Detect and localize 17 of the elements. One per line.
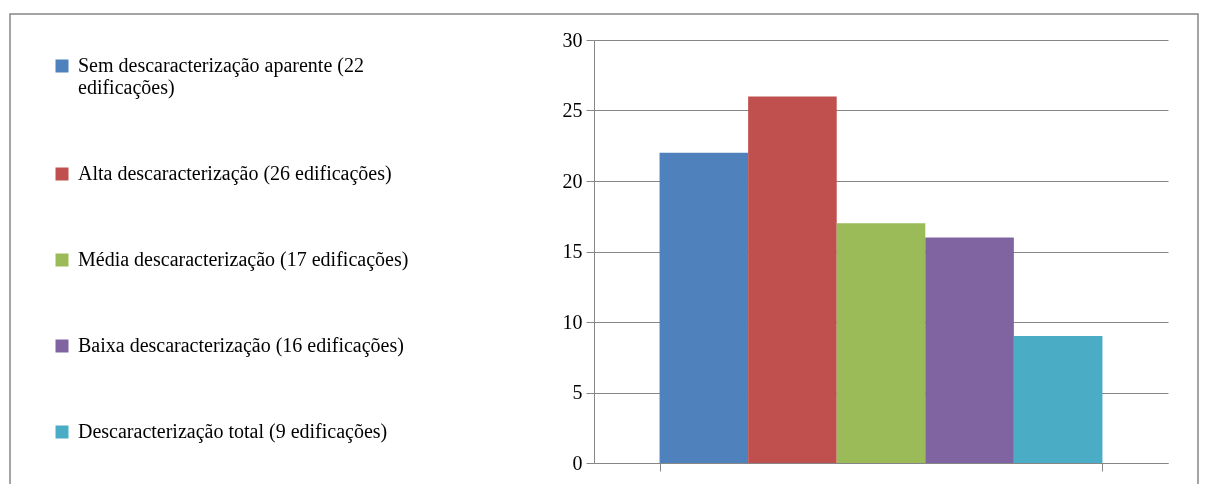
- y-tick-label: 30: [562, 28, 583, 51]
- legend-label: Sem descaracterização aparente (22 edificações): [78, 54, 364, 99]
- y-tick-label: 0: [572, 451, 583, 474]
- y-tick-label: 20: [562, 169, 583, 192]
- y-tick-label: 15: [562, 240, 583, 262]
- bar: [836, 223, 926, 463]
- bar: [748, 96, 837, 463]
- y-tick-label: 10: [562, 310, 583, 333]
- legend-label: Média descaracterização (17 edificações): [78, 248, 409, 271]
- y-tick-label: 25: [562, 99, 583, 121]
- y-tick-label: 5: [572, 381, 583, 403]
- legend-label: Descaracterização total (9 edificações): [78, 420, 388, 443]
- bar: [659, 152, 749, 463]
- legend-label: Baixa descaracterização (16 edificações): [78, 334, 404, 357]
- legend-label: Alta descaracterização (26 edificações): [78, 162, 392, 185]
- bar: [1013, 336, 1103, 463]
- bar: [925, 237, 1014, 463]
